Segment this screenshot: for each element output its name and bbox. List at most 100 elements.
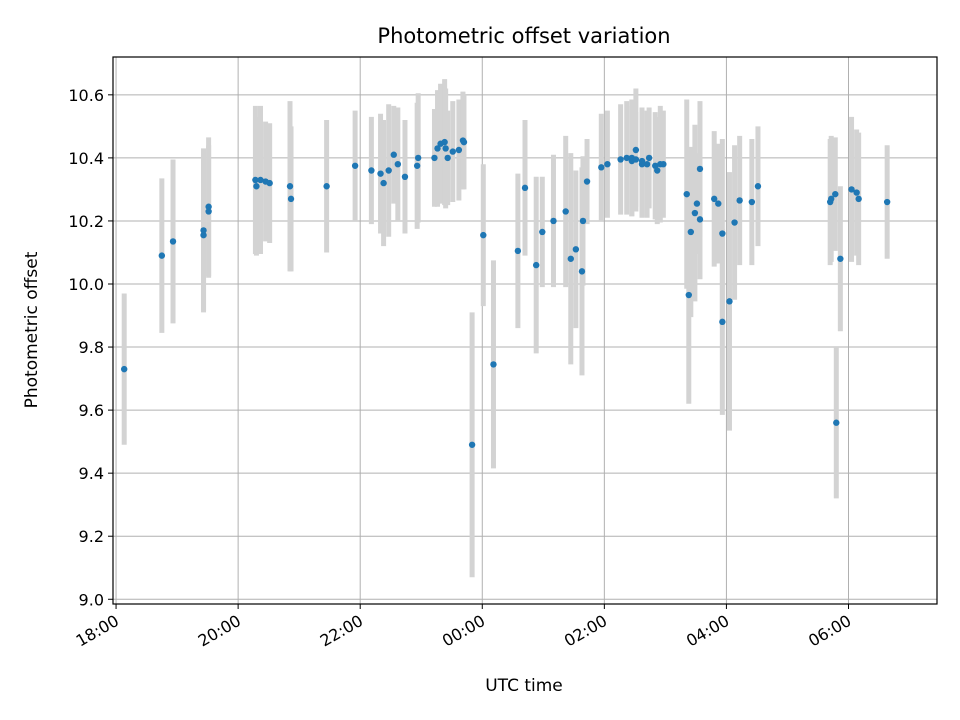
data-point	[169, 238, 177, 245]
data-point	[848, 186, 855, 193]
data-point	[696, 216, 704, 223]
data-point	[200, 227, 207, 234]
y-tick-label: 10.4	[68, 149, 104, 168]
x-axis-title: UTC time	[485, 676, 563, 696]
data-point	[696, 165, 704, 173]
data-point	[578, 268, 586, 275]
data-point	[377, 170, 384, 177]
plot-border	[112, 56, 938, 605]
data-point	[719, 318, 726, 326]
data-point	[693, 200, 701, 207]
data-point	[442, 145, 449, 152]
data-point	[623, 154, 630, 162]
data-point	[685, 291, 692, 299]
data-point	[687, 228, 695, 236]
data-point	[643, 160, 651, 168]
data-point	[832, 190, 839, 198]
data-point	[441, 138, 448, 146]
data-point	[394, 160, 402, 168]
data-point	[562, 208, 569, 215]
data-point	[490, 361, 497, 368]
data-point	[434, 145, 441, 152]
data-point	[431, 154, 438, 162]
axes-frame	[112, 56, 938, 605]
data-point	[368, 167, 375, 174]
data-point	[632, 146, 640, 154]
data-point	[654, 167, 661, 174]
y-tick-label: 9.0	[79, 590, 104, 609]
y-tick-label: 10.0	[68, 275, 104, 294]
data-point	[828, 195, 835, 203]
data-point	[380, 179, 387, 187]
data-point	[286, 183, 294, 190]
data-point	[480, 231, 487, 239]
data-point	[401, 173, 409, 181]
data-point	[414, 154, 422, 162]
y-tick-label: 10.6	[68, 86, 104, 105]
data-point	[514, 247, 522, 255]
data-point	[660, 160, 667, 168]
data-point	[413, 162, 421, 169]
data-point	[711, 195, 718, 203]
data-point	[385, 167, 392, 174]
data-point	[748, 198, 756, 206]
data-points	[120, 137, 891, 448]
data-point	[579, 217, 587, 225]
data-point	[855, 195, 862, 203]
data-point	[617, 156, 624, 163]
data-point	[390, 151, 397, 158]
data-point	[550, 217, 557, 225]
y-tick-label: 9.6	[79, 401, 104, 420]
data-point	[567, 255, 574, 262]
data-point	[252, 176, 259, 184]
data-point	[598, 164, 605, 171]
data-point	[444, 154, 451, 162]
y-axis-ticks: 9.0 9.2 9.4 9.6 9.8 10.0 10.2 10.4 10.6	[68, 86, 113, 609]
data-point	[323, 183, 330, 190]
data-point	[736, 197, 743, 204]
data-point	[532, 261, 540, 269]
data-point	[883, 198, 891, 206]
data-point	[460, 138, 468, 146]
y-tick-label: 10.2	[68, 212, 104, 231]
y-tick-label: 9.2	[79, 527, 104, 546]
y-tick-label: 9.8	[79, 338, 104, 357]
data-point	[521, 184, 529, 192]
data-point	[715, 200, 722, 207]
data-point	[449, 148, 456, 155]
data-point	[257, 176, 264, 184]
data-point	[645, 154, 653, 162]
data-point	[158, 252, 166, 259]
data-point	[468, 441, 476, 448]
data-point	[691, 209, 699, 217]
data-point	[731, 219, 738, 226]
gridlines	[113, 57, 937, 604]
data-point	[632, 156, 640, 163]
data-point	[572, 246, 580, 253]
data-point	[266, 179, 273, 187]
data-point	[726, 298, 733, 305]
y-axis-title: Photometric offset	[22, 251, 42, 408]
data-point	[683, 190, 690, 198]
data-point	[287, 195, 295, 203]
y-tick-label: 9.4	[79, 464, 104, 483]
data-point	[120, 365, 128, 373]
data-point	[604, 160, 611, 168]
data-point	[833, 419, 840, 426]
data-point	[638, 157, 646, 165]
data-point	[200, 231, 207, 239]
data-point	[455, 146, 463, 154]
data-point	[754, 183, 762, 190]
data-point	[351, 162, 359, 169]
data-point	[539, 228, 546, 236]
data-point	[205, 208, 212, 215]
data-point	[837, 255, 844, 262]
chart-title: Photometric offset variation	[377, 24, 670, 48]
data-point	[719, 230, 726, 237]
data-point	[583, 178, 591, 185]
data-point	[253, 183, 260, 190]
data-point	[205, 203, 212, 210]
data-point	[853, 189, 860, 196]
